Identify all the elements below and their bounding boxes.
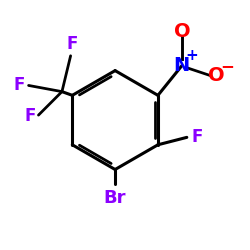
Text: −: − xyxy=(221,57,234,75)
Text: F: F xyxy=(192,128,203,146)
Text: N: N xyxy=(174,56,190,75)
Text: Br: Br xyxy=(104,189,126,207)
Text: F: F xyxy=(14,76,25,94)
Text: O: O xyxy=(208,66,225,85)
Text: F: F xyxy=(66,35,78,53)
Text: O: O xyxy=(174,22,190,40)
Text: +: + xyxy=(186,48,198,63)
Text: F: F xyxy=(24,107,36,125)
